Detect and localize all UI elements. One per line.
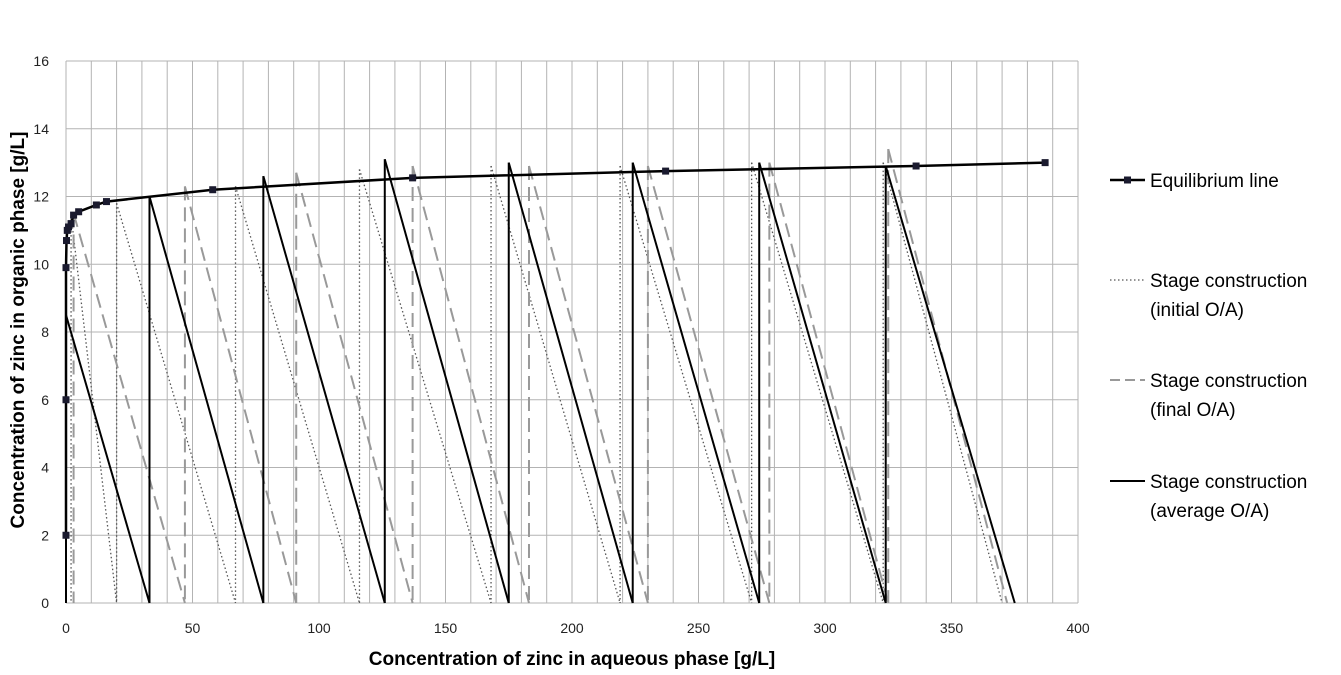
y-tick-label: 14 bbox=[33, 121, 49, 137]
gridlines bbox=[65, 60, 1079, 604]
x-tick-label: 400 bbox=[1066, 620, 1090, 636]
x-tick-label: 350 bbox=[940, 620, 964, 636]
equilibrium-point bbox=[912, 162, 920, 170]
equilibrium-point bbox=[62, 264, 70, 272]
stage-segment bbox=[884, 165, 1016, 604]
legend-label: Stage construction bbox=[1150, 271, 1307, 292]
equilibrium-point bbox=[75, 208, 83, 216]
stage-segment bbox=[758, 162, 887, 604]
equilibrium-point bbox=[209, 186, 217, 194]
series-layer bbox=[62, 148, 1049, 604]
legend-marker bbox=[1124, 176, 1131, 184]
stage-segment bbox=[295, 172, 414, 604]
stage-segment bbox=[234, 186, 361, 604]
y-tick-label: 2 bbox=[41, 527, 49, 543]
stage-segment bbox=[115, 203, 237, 604]
stage-segment bbox=[646, 165, 771, 604]
stage-segment bbox=[631, 162, 761, 604]
y-tick-label: 8 bbox=[41, 324, 49, 340]
y-tick-label: 0 bbox=[41, 595, 49, 611]
stage-segment bbox=[72, 213, 186, 604]
stage-segment bbox=[148, 196, 265, 604]
stage-segment bbox=[528, 165, 649, 604]
equilibrium-point bbox=[62, 396, 70, 404]
stage-segment bbox=[619, 165, 753, 604]
y-tick-label: 12 bbox=[33, 189, 49, 205]
stage-segment bbox=[70, 215, 118, 604]
legend-label: (average O/A) bbox=[1150, 501, 1269, 522]
x-tick-label: 150 bbox=[434, 620, 458, 636]
equilibrium-point bbox=[662, 167, 670, 175]
stage-segment bbox=[358, 169, 492, 604]
stage-segment bbox=[751, 162, 884, 604]
legend-label: Equilibrium line bbox=[1150, 171, 1279, 192]
stage-segment bbox=[507, 162, 634, 604]
legend-label: (final O/A) bbox=[1150, 400, 1236, 421]
equilibrium-point bbox=[70, 211, 78, 219]
legend-label: (initial O/A) bbox=[1150, 300, 1244, 321]
stage-segment bbox=[411, 165, 530, 604]
stage-segment bbox=[183, 186, 298, 604]
stage-segment bbox=[768, 162, 890, 604]
equilibrium-line bbox=[64, 161, 1046, 536]
legend: Equilibrium line Stage construction (initi… bbox=[1110, 171, 1307, 522]
y-tick-label: 4 bbox=[41, 460, 49, 476]
stage-segment bbox=[65, 314, 151, 604]
stage-segment bbox=[882, 162, 1003, 604]
tick-labels: 0 50 100 150 200 250 300 350 400 0 2 4 6 8 10 12 14 16 bbox=[33, 53, 1089, 636]
x-tick-label: 0 bbox=[62, 620, 70, 636]
equilibrium-point bbox=[67, 220, 75, 228]
x-tick-label: 300 bbox=[813, 620, 837, 636]
y-axis-title: Concentration of zinc in organic phase [… bbox=[8, 132, 29, 529]
legend-label: Stage construction bbox=[1150, 472, 1307, 493]
equilibrium-point bbox=[409, 174, 417, 182]
y-tick-label: 6 bbox=[41, 392, 49, 408]
equilibrium-point bbox=[62, 531, 70, 539]
x-tick-label: 200 bbox=[560, 620, 584, 636]
stage-segment bbox=[490, 165, 621, 604]
y-tick-label: 10 bbox=[33, 256, 49, 272]
x-tick-label: 250 bbox=[687, 620, 711, 636]
stage-segment bbox=[383, 158, 510, 604]
equilibrium-point bbox=[102, 198, 110, 206]
equilibrium-point bbox=[92, 201, 100, 209]
x-axis-title: Concentration of zinc in aqueous phase [… bbox=[369, 649, 775, 670]
x-tick-label: 50 bbox=[185, 620, 201, 636]
legend-label: Stage construction bbox=[1150, 371, 1307, 392]
stage-segment bbox=[262, 175, 386, 604]
y-tick-label: 16 bbox=[33, 53, 49, 69]
equilibrium-point bbox=[1041, 159, 1049, 167]
x-tick-label: 100 bbox=[307, 620, 331, 636]
equilibrium-point bbox=[63, 237, 71, 245]
